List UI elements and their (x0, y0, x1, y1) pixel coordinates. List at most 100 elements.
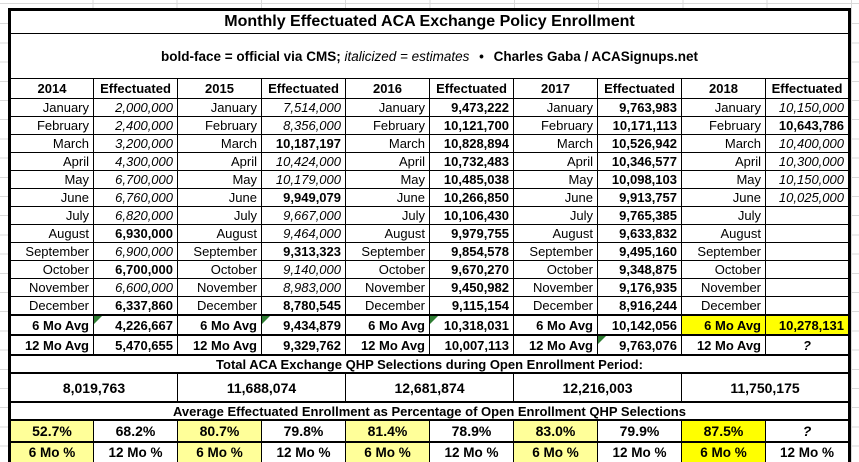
enrollment-value-cell[interactable]: 9,979,755 (429, 224, 514, 243)
percentage-value-cell[interactable]: 80.7% (177, 419, 262, 443)
month-label-cell[interactable]: January (345, 98, 430, 117)
month-label-cell[interactable]: October (681, 260, 766, 279)
enrollment-value-cell[interactable]: 10,828,894 (429, 134, 514, 153)
enrollment-value-cell[interactable]: 7,514,000 (261, 98, 346, 117)
month-label-cell[interactable]: July (345, 206, 430, 225)
enrollment-value-cell[interactable]: 6,700,000 (93, 170, 178, 189)
month-label-cell[interactable]: May (9, 170, 94, 189)
month-label-cell[interactable]: November (513, 278, 598, 297)
month-label-cell[interactable]: March (513, 134, 598, 153)
percentage-value-cell[interactable]: 79.9% (597, 419, 682, 443)
month-label-cell[interactable]: May (513, 170, 598, 189)
enrollment-value-cell[interactable]: 10,266,850 (429, 188, 514, 207)
enrollment-value-cell[interactable]: 10,025,000 (765, 188, 850, 207)
twelve-mo-avg-label-cell[interactable]: 12 Mo Avg (345, 334, 430, 356)
month-label-cell[interactable]: August (9, 224, 94, 243)
enrollment-value-cell[interactable]: 9,667,000 (261, 206, 346, 225)
enrollment-value-cell[interactable] (765, 224, 850, 243)
enrollment-value-cell[interactable]: 10,150,000 (765, 98, 850, 117)
month-label-cell[interactable]: March (681, 134, 766, 153)
enrollment-value-cell[interactable]: 9,913,757 (597, 188, 682, 207)
twelve-mo-avg-label-cell[interactable]: 12 Mo Avg (177, 334, 262, 356)
effectuated-header-cell[interactable]: Effectuated (93, 78, 178, 99)
enrollment-value-cell[interactable]: 4,300,000 (93, 152, 178, 171)
enrollment-value-cell[interactable]: 9,495,160 (597, 242, 682, 261)
enrollment-value-cell[interactable]: 8,983,000 (261, 278, 346, 297)
month-label-cell[interactable]: February (9, 116, 94, 135)
month-label-cell[interactable]: February (345, 116, 430, 135)
month-label-cell[interactable]: January (9, 98, 94, 117)
total-qhp-selections-cell[interactable]: 11,750,175 (681, 372, 850, 403)
enrollment-value-cell[interactable]: 10,171,113 (597, 116, 682, 135)
month-label-cell[interactable]: January (681, 98, 766, 117)
month-label-cell[interactable]: July (9, 206, 94, 225)
percentage-label-cell[interactable]: 6 Mo % (345, 441, 430, 462)
month-label-cell[interactable]: September (345, 242, 430, 261)
enrollment-value-cell[interactable]: 6,900,000 (93, 242, 178, 261)
year-header-cell[interactable]: 2016 (345, 78, 430, 99)
total-qhp-selections-cell[interactable]: 11,688,074 (177, 372, 346, 403)
enrollment-value-cell[interactable]: 6,930,000 (93, 224, 178, 243)
enrollment-value-cell[interactable]: 9,450,982 (429, 278, 514, 297)
effectuated-header-cell[interactable]: Effectuated (597, 78, 682, 99)
enrollment-value-cell[interactable]: 2,400,000 (93, 116, 178, 135)
enrollment-value-cell[interactable] (765, 296, 850, 316)
enrollment-value-cell[interactable]: 9,115,154 (429, 296, 514, 316)
month-label-cell[interactable]: December (513, 296, 598, 316)
effectuated-header-cell[interactable]: Effectuated (429, 78, 514, 99)
enrollment-value-cell[interactable]: 10,179,000 (261, 170, 346, 189)
month-label-cell[interactable]: December (345, 296, 430, 316)
percentage-value-cell[interactable]: 83.0% (513, 419, 598, 443)
six-mo-avg-label-cell[interactable]: 6 Mo Avg (681, 314, 766, 336)
year-header-cell[interactable]: 2018 (681, 78, 766, 99)
six-mo-avg-value-cell[interactable]: 10,318,031 (429, 314, 514, 336)
enrollment-value-cell[interactable]: 9,765,385 (597, 206, 682, 225)
month-label-cell[interactable]: April (345, 152, 430, 171)
six-mo-avg-label-cell[interactable]: 6 Mo Avg (9, 314, 94, 336)
enrollment-value-cell[interactable]: 9,670,270 (429, 260, 514, 279)
six-mo-avg-value-cell[interactable]: 10,142,056 (597, 314, 682, 336)
month-label-cell[interactable]: May (177, 170, 262, 189)
enrollment-value-cell[interactable]: 2,000,000 (93, 98, 178, 117)
enrollment-value-cell[interactable] (765, 260, 850, 279)
month-label-cell[interactable]: June (9, 188, 94, 207)
enrollment-value-cell[interactable]: 10,300,000 (765, 152, 850, 171)
month-label-cell[interactable]: October (9, 260, 94, 279)
month-label-cell[interactable]: August (177, 224, 262, 243)
enrollment-value-cell[interactable]: 6,820,000 (93, 206, 178, 225)
enrollment-value-cell[interactable]: 8,916,244 (597, 296, 682, 316)
month-label-cell[interactable]: April (681, 152, 766, 171)
month-label-cell[interactable]: March (345, 134, 430, 153)
enrollment-value-cell[interactable]: 6,337,860 (93, 296, 178, 316)
enrollment-value-cell[interactable]: 10,400,000 (765, 134, 850, 153)
enrollment-value-cell[interactable]: 10,346,577 (597, 152, 682, 171)
month-label-cell[interactable]: September (177, 242, 262, 261)
effectuated-header-cell[interactable]: Effectuated (765, 78, 850, 99)
enrollment-value-cell[interactable]: 9,854,578 (429, 242, 514, 261)
percentage-value-cell[interactable]: 81.4% (345, 419, 430, 443)
enrollment-value-cell[interactable]: 9,763,983 (597, 98, 682, 117)
month-label-cell[interactable]: March (9, 134, 94, 153)
enrollment-value-cell[interactable]: 10,187,197 (261, 134, 346, 153)
six-mo-avg-label-cell[interactable]: 6 Mo Avg (345, 314, 430, 336)
enrollment-value-cell[interactable]: 9,633,832 (597, 224, 682, 243)
six-mo-avg-value-cell[interactable]: 4,226,667 (93, 314, 178, 336)
month-label-cell[interactable]: February (513, 116, 598, 135)
year-header-cell[interactable]: 2017 (513, 78, 598, 99)
month-label-cell[interactable]: August (513, 224, 598, 243)
enrollment-value-cell[interactable]: 10,424,000 (261, 152, 346, 171)
enrollment-value-cell[interactable]: 10,098,103 (597, 170, 682, 189)
enrollment-value-cell[interactable]: 9,949,079 (261, 188, 346, 207)
month-label-cell[interactable]: May (345, 170, 430, 189)
total-qhp-selections-cell[interactable]: 12,681,874 (345, 372, 514, 403)
percentage-label-cell[interactable]: 12 Mo % (261, 441, 346, 462)
month-label-cell[interactable]: December (177, 296, 262, 316)
enrollment-value-cell[interactable]: 9,473,222 (429, 98, 514, 117)
percentage-value-cell[interactable]: 52.7% (9, 419, 94, 443)
month-label-cell[interactable]: April (177, 152, 262, 171)
six-mo-avg-value-cell[interactable]: 9,434,879 (261, 314, 346, 336)
month-label-cell[interactable]: March (177, 134, 262, 153)
percentage-label-cell[interactable]: 12 Mo % (93, 441, 178, 462)
enrollment-value-cell[interactable]: 6,700,000 (93, 260, 178, 279)
month-label-cell[interactable]: June (681, 188, 766, 207)
